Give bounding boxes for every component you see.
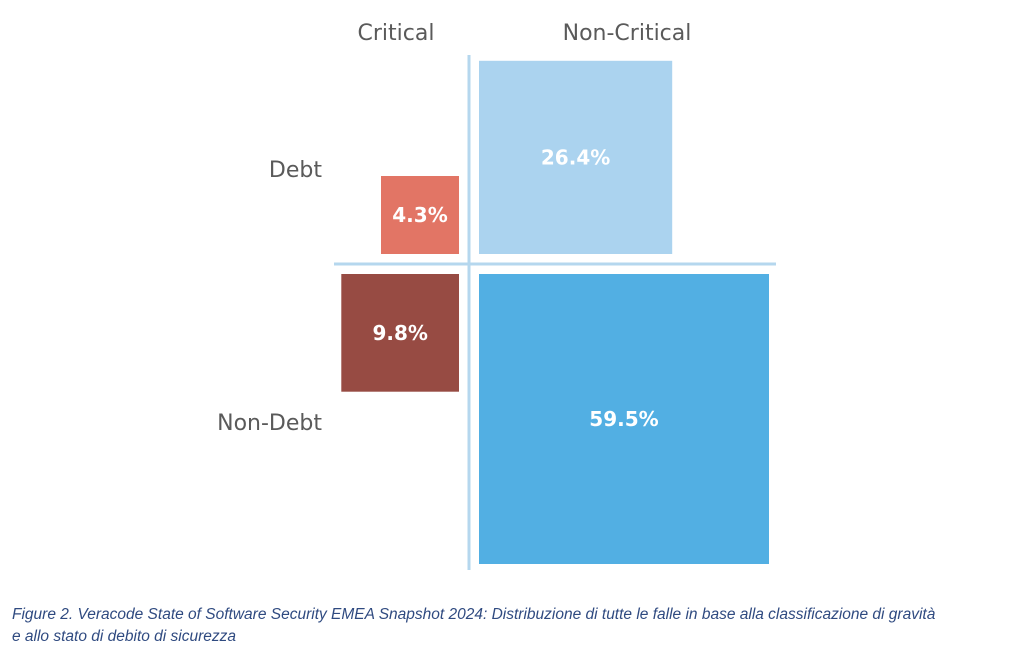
row-label-debt: Debt xyxy=(269,158,322,183)
cell-label-non-debt-critical: 9.8% xyxy=(372,321,427,345)
row-label-non-debt: Non-Debt xyxy=(217,411,322,436)
cell-label-debt-critical: 4.3% xyxy=(392,203,447,227)
caption-line-1: Figure 2. Veracode State of Software Sec… xyxy=(12,606,936,623)
cell-label-non-debt-non-critical: 59.5% xyxy=(589,407,658,431)
figure-caption: Figure 2. Veracode State of Software Sec… xyxy=(12,604,1012,648)
quadrant-chart: Critical Non-Critical Debt Non-Debt 4.3%… xyxy=(217,21,776,570)
caption-line-2: e allo stato di debito di sicurezza xyxy=(12,628,237,645)
cell-non-debt-critical xyxy=(341,274,459,392)
cell-label-debt-non-critical: 26.4% xyxy=(541,145,610,169)
cell-non-debt-non-critical xyxy=(479,274,769,564)
cell-debt-non-critical xyxy=(479,60,673,254)
column-label-non-critical: Non-Critical xyxy=(563,21,692,46)
cell-debt-critical xyxy=(381,176,459,254)
column-label-critical: Critical xyxy=(358,21,435,46)
